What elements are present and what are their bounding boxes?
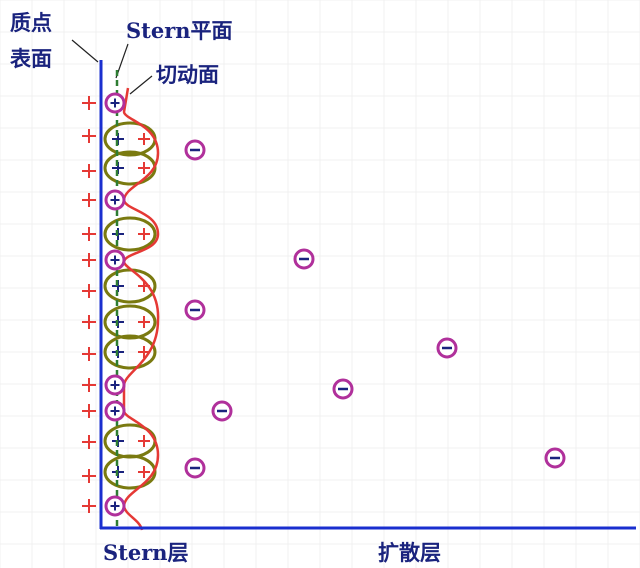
surface-label-2: 表面 (10, 46, 52, 71)
diagram-shapes (72, 40, 636, 530)
double-layer-diagram: 质点 表面 Stern平面 切动面 Stern层 扩散层 (0, 0, 640, 568)
stern-plane-label: Stern平面 (126, 18, 233, 43)
stern-layer-label: Stern层 (103, 540, 189, 565)
shear-plane-label: 切动面 (156, 62, 219, 87)
leader (72, 40, 98, 62)
leader (130, 76, 152, 94)
diffuse-layer-label: 扩散层 (378, 540, 441, 565)
background-grid (0, 0, 640, 568)
surface-label-1: 质点 (10, 10, 52, 35)
